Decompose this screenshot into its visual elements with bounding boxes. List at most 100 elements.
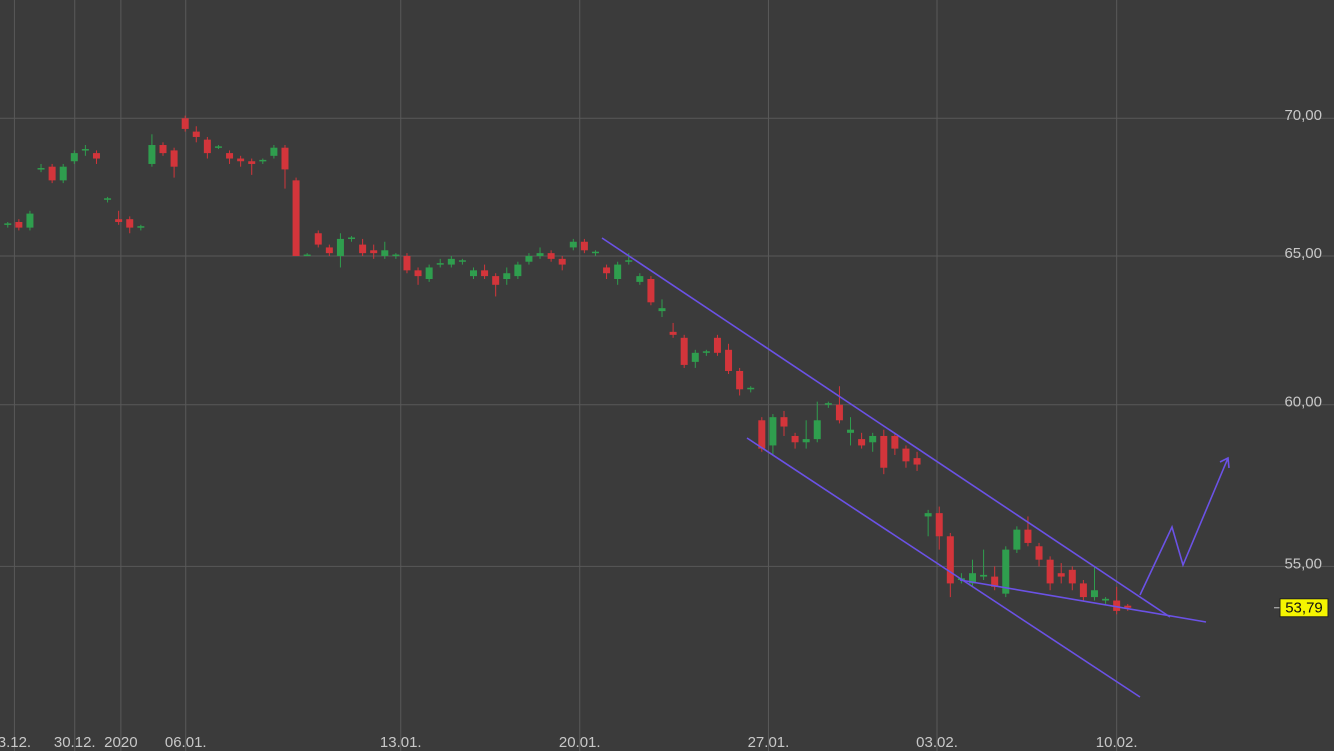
candle-body <box>835 404 843 421</box>
label-layer: 55,00 60,00 65,00 70,00 3.12. 30.12. 2020 06.01… <box>0 107 1329 751</box>
trend-lines <box>601 237 1230 698</box>
candle-body <box>946 536 954 584</box>
candle-body <box>392 254 400 257</box>
candle-body <box>115 219 123 222</box>
candle-body <box>747 387 755 390</box>
x-tick-label: 27.01. <box>748 734 790 751</box>
y-tick-label: 55,00 <box>1284 555 1322 572</box>
lower-channel-line <box>746 437 1141 698</box>
candle-body <box>802 439 810 443</box>
candle-body <box>181 118 189 129</box>
candle-body <box>226 153 234 159</box>
candle-body <box>1079 583 1087 598</box>
candle-body <box>725 349 733 371</box>
candle-body <box>591 251 599 254</box>
candle-body <box>514 264 522 277</box>
candle-body <box>325 247 333 254</box>
candle-body <box>237 158 245 162</box>
candle-body <box>203 139 211 154</box>
candle-body <box>813 420 821 440</box>
candle-body <box>858 439 866 446</box>
y-tick-label: 60,00 <box>1284 394 1322 411</box>
candle-body <box>824 403 832 405</box>
candle-body <box>37 168 45 170</box>
arrow-head <box>1219 456 1230 469</box>
candle-body <box>170 150 178 167</box>
candle-body <box>780 417 788 427</box>
candle-body <box>137 226 145 228</box>
candle-body <box>370 250 378 254</box>
candle-body <box>425 267 433 280</box>
x-tick-label: 10.02. <box>1096 734 1138 751</box>
candle-body <box>314 233 322 245</box>
candle-body <box>48 166 56 181</box>
wedge-support-line <box>959 579 1207 623</box>
candle-body <box>769 417 777 446</box>
candle-body <box>736 370 744 390</box>
candle-body <box>603 267 611 274</box>
candle-body <box>381 250 389 256</box>
candle-body <box>348 237 356 240</box>
candle-body <box>1013 529 1021 550</box>
x-tick-label: 20.01. <box>559 734 601 751</box>
candle-body <box>1024 529 1032 543</box>
candle-body <box>270 147 278 156</box>
candle-body <box>1057 573 1065 577</box>
candle-body <box>636 276 644 282</box>
candle-body <box>1035 546 1043 560</box>
candle-body <box>447 258 455 265</box>
candle-body <box>414 270 422 277</box>
candle-body <box>159 145 167 154</box>
candle-body <box>92 153 100 159</box>
candle-body <box>847 429 855 433</box>
candle-body <box>214 146 222 148</box>
candle-body <box>104 198 112 200</box>
candle-body <box>525 255 533 262</box>
candle-body <box>4 223 12 225</box>
candle-body <box>913 458 921 465</box>
candle-body <box>536 253 544 256</box>
candle-body <box>902 448 910 462</box>
x-tick-label: 3.12. <box>0 734 31 751</box>
candle-body <box>1046 559 1054 584</box>
candle-body <box>569 241 577 248</box>
y-tick-label: 65,00 <box>1284 245 1322 262</box>
candle-body <box>869 435 877 443</box>
candle-body <box>1090 590 1098 598</box>
candle-body <box>259 159 267 162</box>
candle-body <box>1113 600 1121 611</box>
candle-body <box>458 260 466 262</box>
candle-body <box>336 238 344 256</box>
candle-body <box>359 244 367 254</box>
candle-body <box>991 576 999 587</box>
candle-body <box>891 435 899 449</box>
candle-body <box>492 276 500 285</box>
candle-body <box>702 351 710 353</box>
candle-body <box>81 149 89 151</box>
candle-body <box>469 270 477 277</box>
last-price-label: 53,79 <box>1285 600 1323 617</box>
candle-body <box>980 574 988 577</box>
candle-body <box>70 153 78 162</box>
candle-body <box>248 161 256 164</box>
candle-body <box>924 513 932 517</box>
x-tick-label: 30.12. <box>54 734 96 751</box>
candle-body <box>669 331 677 335</box>
candle-body <box>503 273 511 280</box>
x-tick-label: 03.02. <box>916 734 958 751</box>
candle-body <box>192 131 200 137</box>
candle-body <box>880 435 888 468</box>
candle-body <box>614 264 622 280</box>
y-tick-label: 70,00 <box>1284 107 1322 124</box>
candle-body <box>59 166 67 181</box>
candle-body <box>148 145 156 164</box>
candle-body <box>436 263 444 265</box>
candle-body <box>1068 569 1076 584</box>
candle-body <box>658 308 666 312</box>
x-tick-label: 2020 <box>104 734 137 751</box>
candle-body <box>547 253 555 259</box>
candle-layer <box>4 115 1132 615</box>
